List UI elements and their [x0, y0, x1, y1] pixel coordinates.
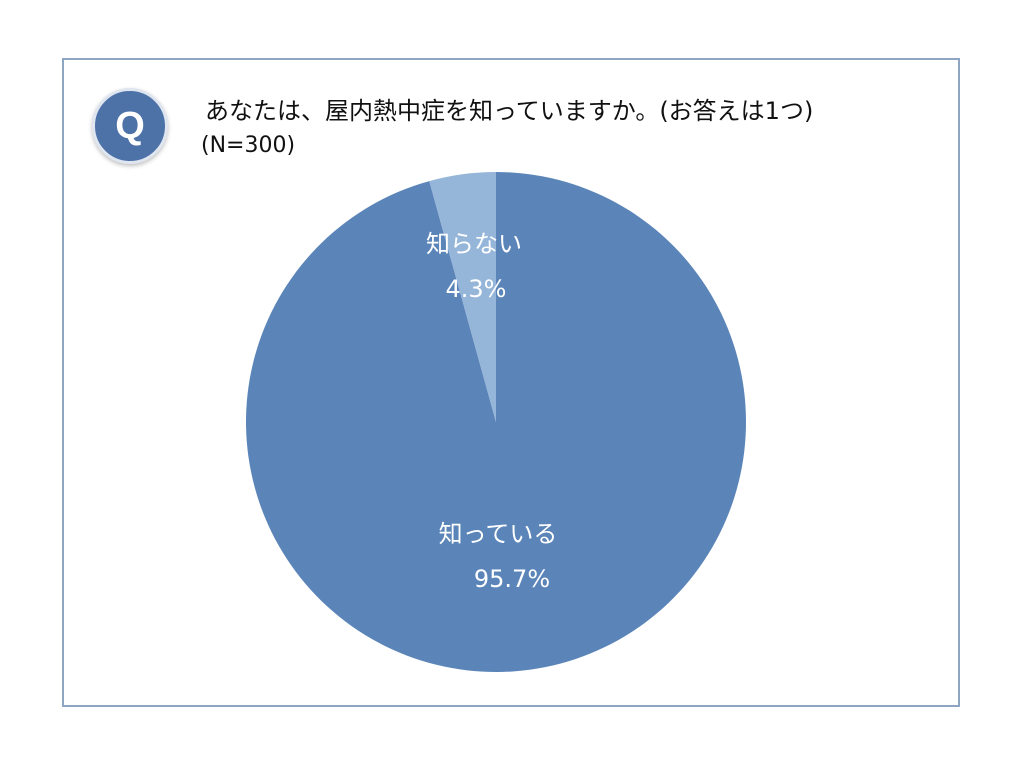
sample-size: (N=300)	[201, 133, 296, 158]
slice-value-known: 95.7%	[474, 565, 550, 593]
question-text: あなたは、屋内熱中症を知っていますか。(お答えは1つ)	[205, 97, 814, 125]
pie-slice-known	[246, 172, 747, 673]
slice-value-unknown: 4.3%	[446, 275, 507, 303]
question-badge: Q	[92, 88, 168, 164]
slice-label-unknown: 知らない	[426, 230, 522, 258]
pie-slice-unknown	[429, 172, 496, 422]
slice-label-known: 知っている	[439, 520, 558, 548]
question-badge-letter: Q	[115, 104, 145, 147]
